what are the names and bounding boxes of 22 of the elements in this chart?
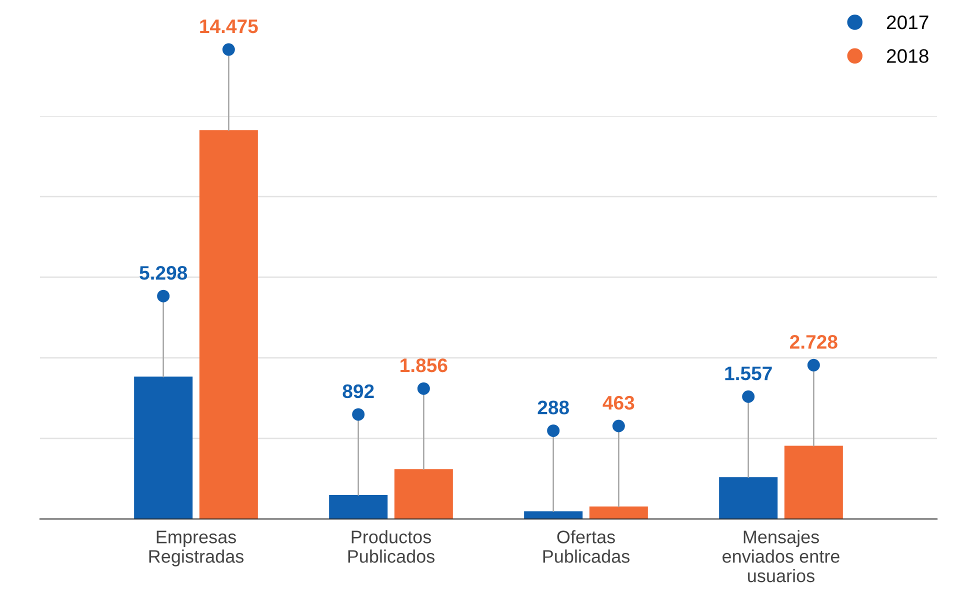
x-tick-label: Mensajes enviados entre usuarios — [722, 530, 840, 582]
x-tick-label: Empresas Registradas — [149, 530, 244, 566]
x-tick-label: Productos Publicados — [348, 530, 435, 563]
bar — [199, 130, 258, 519]
bar — [134, 376, 193, 519]
bar — [524, 511, 583, 519]
bar — [719, 477, 778, 519]
legend-label: 2018 — [886, 49, 928, 63]
data-label: 463 — [602, 396, 634, 410]
bar — [394, 469, 453, 519]
data-label: 288 — [538, 400, 569, 414]
bar — [589, 506, 648, 519]
data-label: 2.728 — [790, 335, 838, 349]
bar — [329, 495, 388, 519]
x-tick-label: Ofertas Publicadas — [543, 530, 630, 563]
legend-label: 2017 — [886, 15, 928, 30]
data-label: 1.856 — [400, 358, 448, 372]
bar — [784, 446, 843, 519]
data-label: 5.298 — [140, 266, 188, 280]
data-label: 892 — [342, 384, 374, 398]
data-label: 14.475 — [200, 20, 258, 34]
data-label: 1.557 — [725, 366, 772, 380]
